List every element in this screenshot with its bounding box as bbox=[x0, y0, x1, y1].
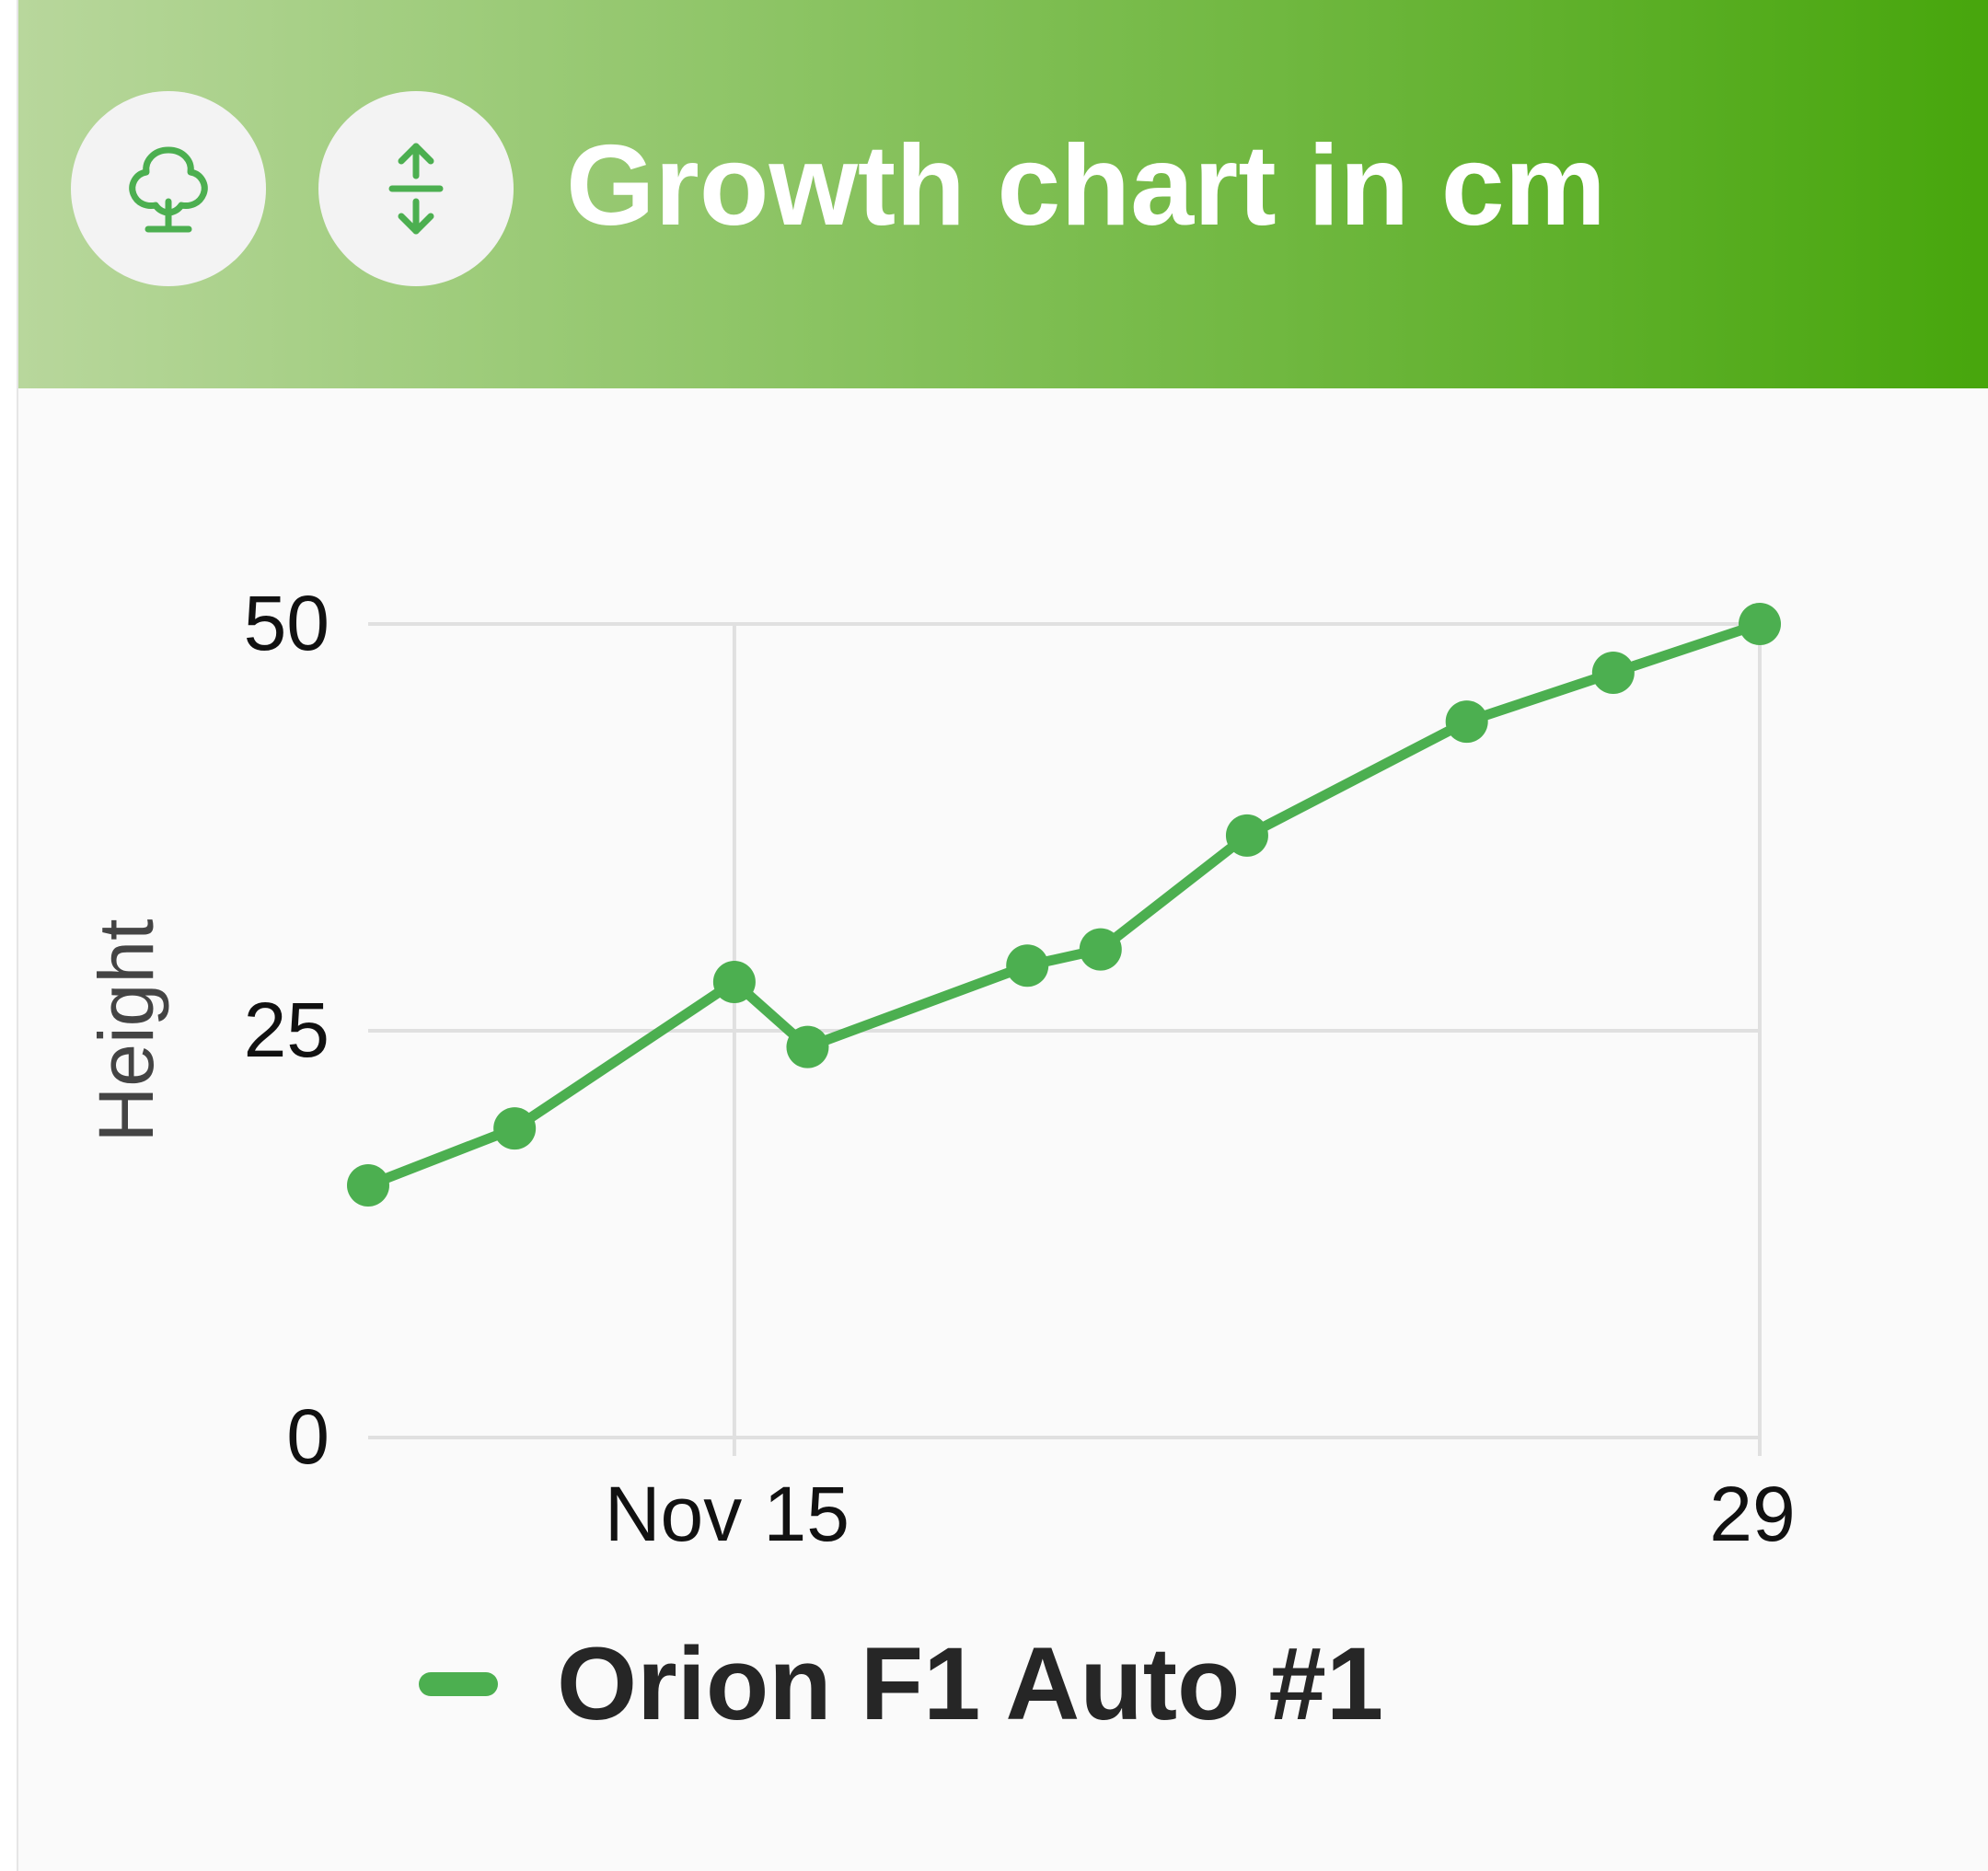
data-point bbox=[786, 1025, 829, 1068]
data-point bbox=[1445, 700, 1488, 744]
height-arrows-icon bbox=[388, 143, 444, 235]
height-button[interactable] bbox=[318, 91, 514, 286]
chart-header: Growth chart in cm bbox=[18, 0, 1988, 388]
data-point bbox=[1591, 652, 1635, 695]
y-axis-label: Height bbox=[83, 919, 169, 1143]
data-point bbox=[347, 1163, 389, 1207]
growth-chart-card: Growth chart in cm bbox=[17, 0, 1988, 1871]
series-line bbox=[363, 618, 1765, 1191]
y-tick-label: 50 bbox=[244, 580, 329, 666]
data-point bbox=[712, 960, 756, 1003]
tree-icon bbox=[129, 146, 208, 233]
tree-button[interactable] bbox=[71, 91, 266, 286]
chart-legend[interactable]: Orion F1 Auto #1 bbox=[419, 1629, 1383, 1739]
data-point bbox=[1079, 928, 1122, 971]
legend-swatch bbox=[419, 1672, 498, 1696]
page-title: Growth chart in cm bbox=[566, 122, 1606, 249]
y-tick-label: 0 bbox=[286, 1393, 329, 1480]
x-tick-label: Nov 15 bbox=[605, 1471, 850, 1557]
data-point bbox=[1006, 944, 1049, 987]
x-tick-label: 29 bbox=[1709, 1471, 1795, 1557]
data-point bbox=[1225, 814, 1268, 857]
y-tick-label: 25 bbox=[244, 987, 329, 1073]
data-point bbox=[493, 1107, 537, 1150]
legend-label: Orion F1 Auto #1 bbox=[557, 1626, 1384, 1741]
data-point bbox=[1739, 603, 1781, 645]
